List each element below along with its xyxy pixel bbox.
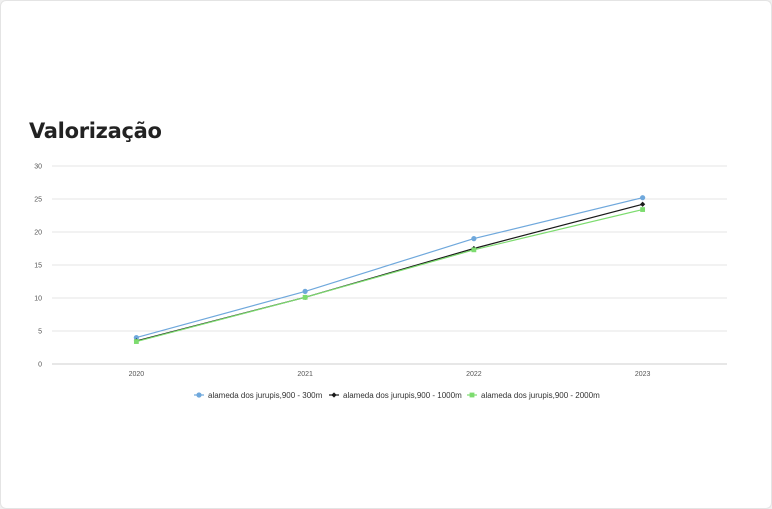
x-tick-label: 2023 bbox=[635, 371, 651, 378]
series-line bbox=[136, 203, 643, 342]
legend-swatch-marker bbox=[196, 392, 202, 398]
grid-lines bbox=[52, 165, 727, 365]
data-point bbox=[640, 207, 646, 212]
legend-label: alameda dos jurupis,900 - 1000m bbox=[343, 391, 462, 400]
y-axis-ticks: 0 5 10 15 20 25 30 bbox=[34, 164, 42, 369]
data-point bbox=[471, 247, 477, 253]
x-tick-label: 2021 bbox=[297, 371, 313, 378]
x-axis-ticks: 2020 2021 2022 2023 bbox=[129, 371, 651, 378]
y-tick-label: 30 bbox=[34, 164, 42, 171]
data-point bbox=[133, 339, 139, 344]
series-lines bbox=[133, 195, 646, 344]
legend-item-3[interactable]: alameda dos jurupis,900 - 2000m bbox=[467, 391, 600, 400]
series-line bbox=[136, 197, 643, 339]
legend-swatch-marker bbox=[331, 392, 337, 398]
y-tick-label: 10 bbox=[34, 296, 42, 303]
y-tick-label: 5 bbox=[38, 329, 42, 336]
page-title: Valorização bbox=[29, 119, 162, 143]
series-1 bbox=[133, 195, 646, 341]
legend[interactable]: alameda dos jurupis,900 - 300m alameda do… bbox=[194, 391, 600, 400]
data-point bbox=[133, 335, 139, 341]
series-3 bbox=[133, 207, 646, 344]
data-point bbox=[471, 236, 477, 242]
data-point bbox=[640, 195, 646, 201]
y-tick-label: 20 bbox=[34, 230, 42, 237]
y-tick-label: 0 bbox=[38, 362, 42, 369]
data-point bbox=[302, 294, 308, 300]
x-tick-label: 2020 bbox=[129, 371, 145, 378]
legend-item-1[interactable]: alameda dos jurupis,900 - 300m bbox=[194, 391, 323, 400]
legend-label: alameda dos jurupis,900 - 2000m bbox=[481, 391, 600, 400]
x-tick-label: 2022 bbox=[466, 371, 482, 378]
data-point bbox=[640, 201, 646, 207]
y-tick-label: 15 bbox=[34, 263, 42, 270]
y-tick-label: 25 bbox=[34, 197, 42, 204]
legend-label: alameda dos jurupis,900 - 300m bbox=[208, 391, 323, 400]
series-line bbox=[136, 208, 643, 343]
legend-item-2[interactable]: alameda dos jurupis,900 - 1000m bbox=[329, 391, 462, 400]
legend-swatch-marker bbox=[469, 392, 475, 398]
data-point bbox=[302, 288, 308, 294]
